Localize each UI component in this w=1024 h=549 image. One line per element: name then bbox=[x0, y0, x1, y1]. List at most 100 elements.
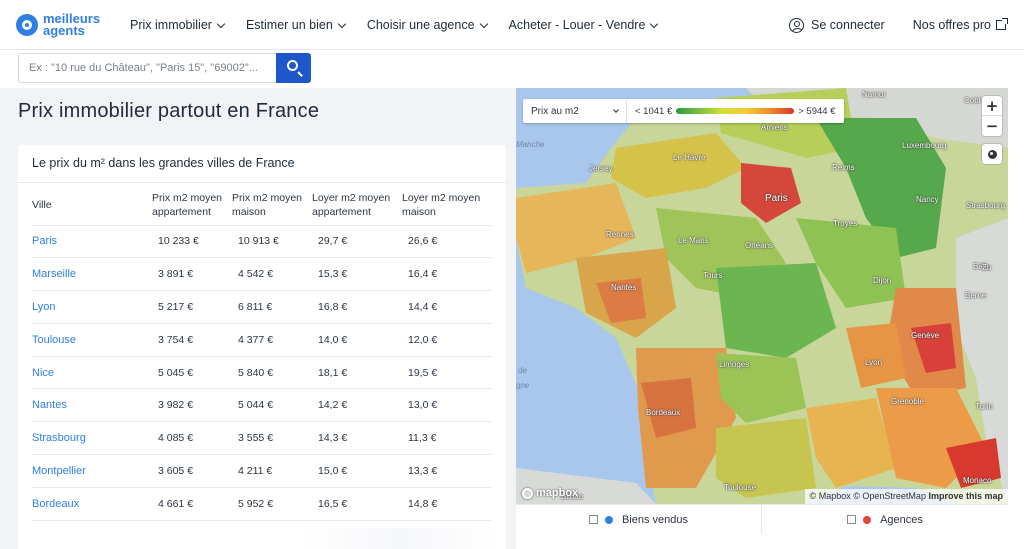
nav-label: Acheter - Louer - Vendre bbox=[508, 18, 646, 32]
red-dot-icon bbox=[863, 515, 872, 524]
map-label-turin: Turin bbox=[975, 402, 993, 411]
metric-select-label: Prix au m2 bbox=[531, 105, 579, 117]
nav-prix-immobilier[interactable]: Prix immobilier bbox=[130, 18, 226, 32]
apt-rent-cell: 14,0 € bbox=[312, 323, 402, 357]
legend-gradient bbox=[676, 108, 795, 114]
house-rent-cell: 14,4 € bbox=[402, 290, 492, 324]
table-row: Lyon 5 217 € 6 811 € 16,8 € 14,4 € bbox=[32, 290, 492, 324]
apt-price-cell: 3 754 € bbox=[152, 323, 232, 357]
sold-properties-checkbox[interactable] bbox=[588, 515, 598, 524]
price-map[interactable]: Namur Amiens Luxembourg Jersey Le Havre … bbox=[516, 88, 1008, 504]
france-map-shapes bbox=[516, 88, 1008, 504]
city-link[interactable]: Strasbourg bbox=[32, 421, 152, 456]
house-price-cell: 4 211 € bbox=[232, 454, 312, 488]
mapbox-logo[interactable]: mapbox bbox=[522, 487, 578, 499]
globe-icon bbox=[987, 149, 997, 159]
house-price-cell: 10 913 € bbox=[232, 225, 312, 259]
login-button[interactable]: Se connecter bbox=[789, 17, 885, 33]
globe-button[interactable] bbox=[982, 144, 1002, 164]
city-link[interactable]: Nantes bbox=[32, 388, 152, 423]
map-label-nantes: Nantes bbox=[611, 283, 637, 292]
apt-price-cell: 3 891 € bbox=[152, 257, 232, 292]
table-row: Montpellier 3 605 € 4 211 € 15,0 € 13,3 … bbox=[32, 454, 492, 488]
map-label-dijon: Dijon bbox=[873, 276, 892, 285]
city-link[interactable]: Bordeaux bbox=[32, 487, 152, 521]
map-region-limousin bbox=[716, 353, 806, 423]
city-link[interactable]: Paris bbox=[32, 225, 152, 259]
toggle-agencies[interactable]: Agences bbox=[762, 504, 1008, 534]
improve-map-link[interactable]: Improve this map bbox=[928, 491, 1003, 501]
map-layer-toggles: Biens vendus Agences bbox=[516, 504, 1008, 534]
map-label-bale: Bâle bbox=[973, 262, 990, 271]
prices-panel: Prix immobilier partout en France Le pri… bbox=[0, 88, 516, 549]
map-label-troyes: Troyes bbox=[833, 219, 858, 228]
table-row: Toulouse 3 754 € 4 377 € 14,0 € 12,0 € bbox=[32, 323, 492, 357]
nav-acheter-louer-vendre[interactable]: Acheter - Louer - Vendre bbox=[508, 18, 659, 32]
house-price-cell: 4 542 € bbox=[232, 257, 312, 292]
address-search-input[interactable] bbox=[18, 53, 276, 83]
house-price-cell: 5 840 € bbox=[232, 356, 312, 390]
page-title: Prix immobilier partout en France bbox=[18, 100, 320, 122]
city-link[interactable]: Lyon bbox=[32, 290, 152, 324]
col-header-city: Ville bbox=[32, 185, 152, 226]
map-label-manche: Manche bbox=[516, 140, 545, 149]
city-link[interactable]: Toulouse bbox=[32, 323, 152, 357]
apt-price-cell: 3 982 € bbox=[152, 388, 232, 423]
map-region-occitanie bbox=[806, 398, 896, 488]
house-rent-cell: 26,6 € bbox=[402, 225, 492, 259]
apt-rent-cell: 29,7 € bbox=[312, 225, 402, 259]
map-region-grand-est bbox=[816, 118, 946, 258]
logo[interactable]: meilleurs agents bbox=[16, 10, 100, 40]
map-region-normandy bbox=[611, 133, 746, 198]
apt-price-cell: 3 605 € bbox=[152, 454, 232, 488]
map-region-brittany bbox=[516, 183, 636, 273]
user-icon bbox=[789, 17, 805, 33]
logo-line-1: meilleurs bbox=[43, 11, 101, 26]
attribution-text[interactable]: © Mapbox © OpenStreetMap bbox=[809, 491, 926, 501]
zoom-in-button[interactable]: + bbox=[982, 96, 1002, 116]
col-header-house-price: Prix m2 moyen maison bbox=[232, 185, 312, 226]
agencies-checkbox[interactable] bbox=[847, 515, 857, 524]
map-region-riviera bbox=[946, 438, 1001, 488]
chevron-down-icon bbox=[650, 19, 659, 28]
zoom-out-button[interactable]: − bbox=[985, 117, 999, 135]
external-link-icon bbox=[996, 18, 1008, 30]
top-header: meilleurs agents Prix immobilier Estimer… bbox=[0, 0, 1024, 50]
header-actions: Se connecter Nos offres pro bbox=[789, 0, 1008, 50]
search-button[interactable] bbox=[276, 53, 311, 83]
city-link[interactable]: Marseille bbox=[32, 257, 152, 292]
house-rent-cell: 19,5 € bbox=[402, 356, 492, 390]
map-label-nancy: Nancy bbox=[916, 195, 939, 204]
map-region-massif bbox=[716, 263, 836, 358]
logo-text: meilleurs agents bbox=[43, 11, 101, 37]
search-bar bbox=[0, 50, 1024, 88]
map-label-le-mans: Le Mans bbox=[678, 236, 709, 245]
map-region-bordeaux bbox=[641, 378, 696, 438]
map-label-strasbourg: Strasbourg bbox=[966, 201, 1006, 210]
house-price-cell: 3 555 € bbox=[232, 421, 312, 456]
col-header-house-rent: Loyer m2 moyen maison bbox=[402, 185, 492, 226]
apt-rent-cell: 15,3 € bbox=[312, 257, 402, 292]
map-label-orleans: Orléans bbox=[745, 241, 774, 250]
nav-label: Choisir une agence bbox=[366, 18, 475, 32]
nav-choisir-une-agence[interactable]: Choisir une agence bbox=[366, 18, 488, 32]
house-rent-cell: 14,8 € bbox=[402, 487, 492, 521]
map-label-berne: Berne bbox=[965, 291, 987, 300]
map-metric-select[interactable]: Prix au m2 bbox=[523, 99, 627, 123]
map-label-luxembourg: Luxembourg bbox=[902, 141, 947, 150]
scroll-fade bbox=[300, 528, 500, 549]
col-header-apt-price: Prix m2 moyen appartement bbox=[152, 185, 232, 226]
house-rent-cell: 11,3 € bbox=[402, 421, 492, 456]
chevron-down-icon bbox=[216, 19, 226, 28]
legend-min-label: < 1041 € bbox=[635, 105, 673, 117]
toggle-sold-properties[interactable]: Biens vendus bbox=[516, 504, 762, 534]
house-rent-cell: 16,4 € bbox=[402, 257, 492, 292]
nav-estimer-un-bien[interactable]: Estimer un bien bbox=[246, 18, 347, 32]
pro-offers-link[interactable]: Nos offres pro bbox=[913, 18, 1008, 32]
house-price-cell: 5 952 € bbox=[232, 487, 312, 521]
city-link[interactable]: Nice bbox=[32, 356, 152, 390]
map-label-paris: Paris bbox=[765, 193, 788, 204]
map-neighbour-east bbox=[956, 218, 1008, 504]
table-row: Paris 10 233 € 10 913 € 29,7 € 26,6 € bbox=[32, 225, 492, 259]
city-link[interactable]: Montpellier bbox=[32, 454, 152, 488]
